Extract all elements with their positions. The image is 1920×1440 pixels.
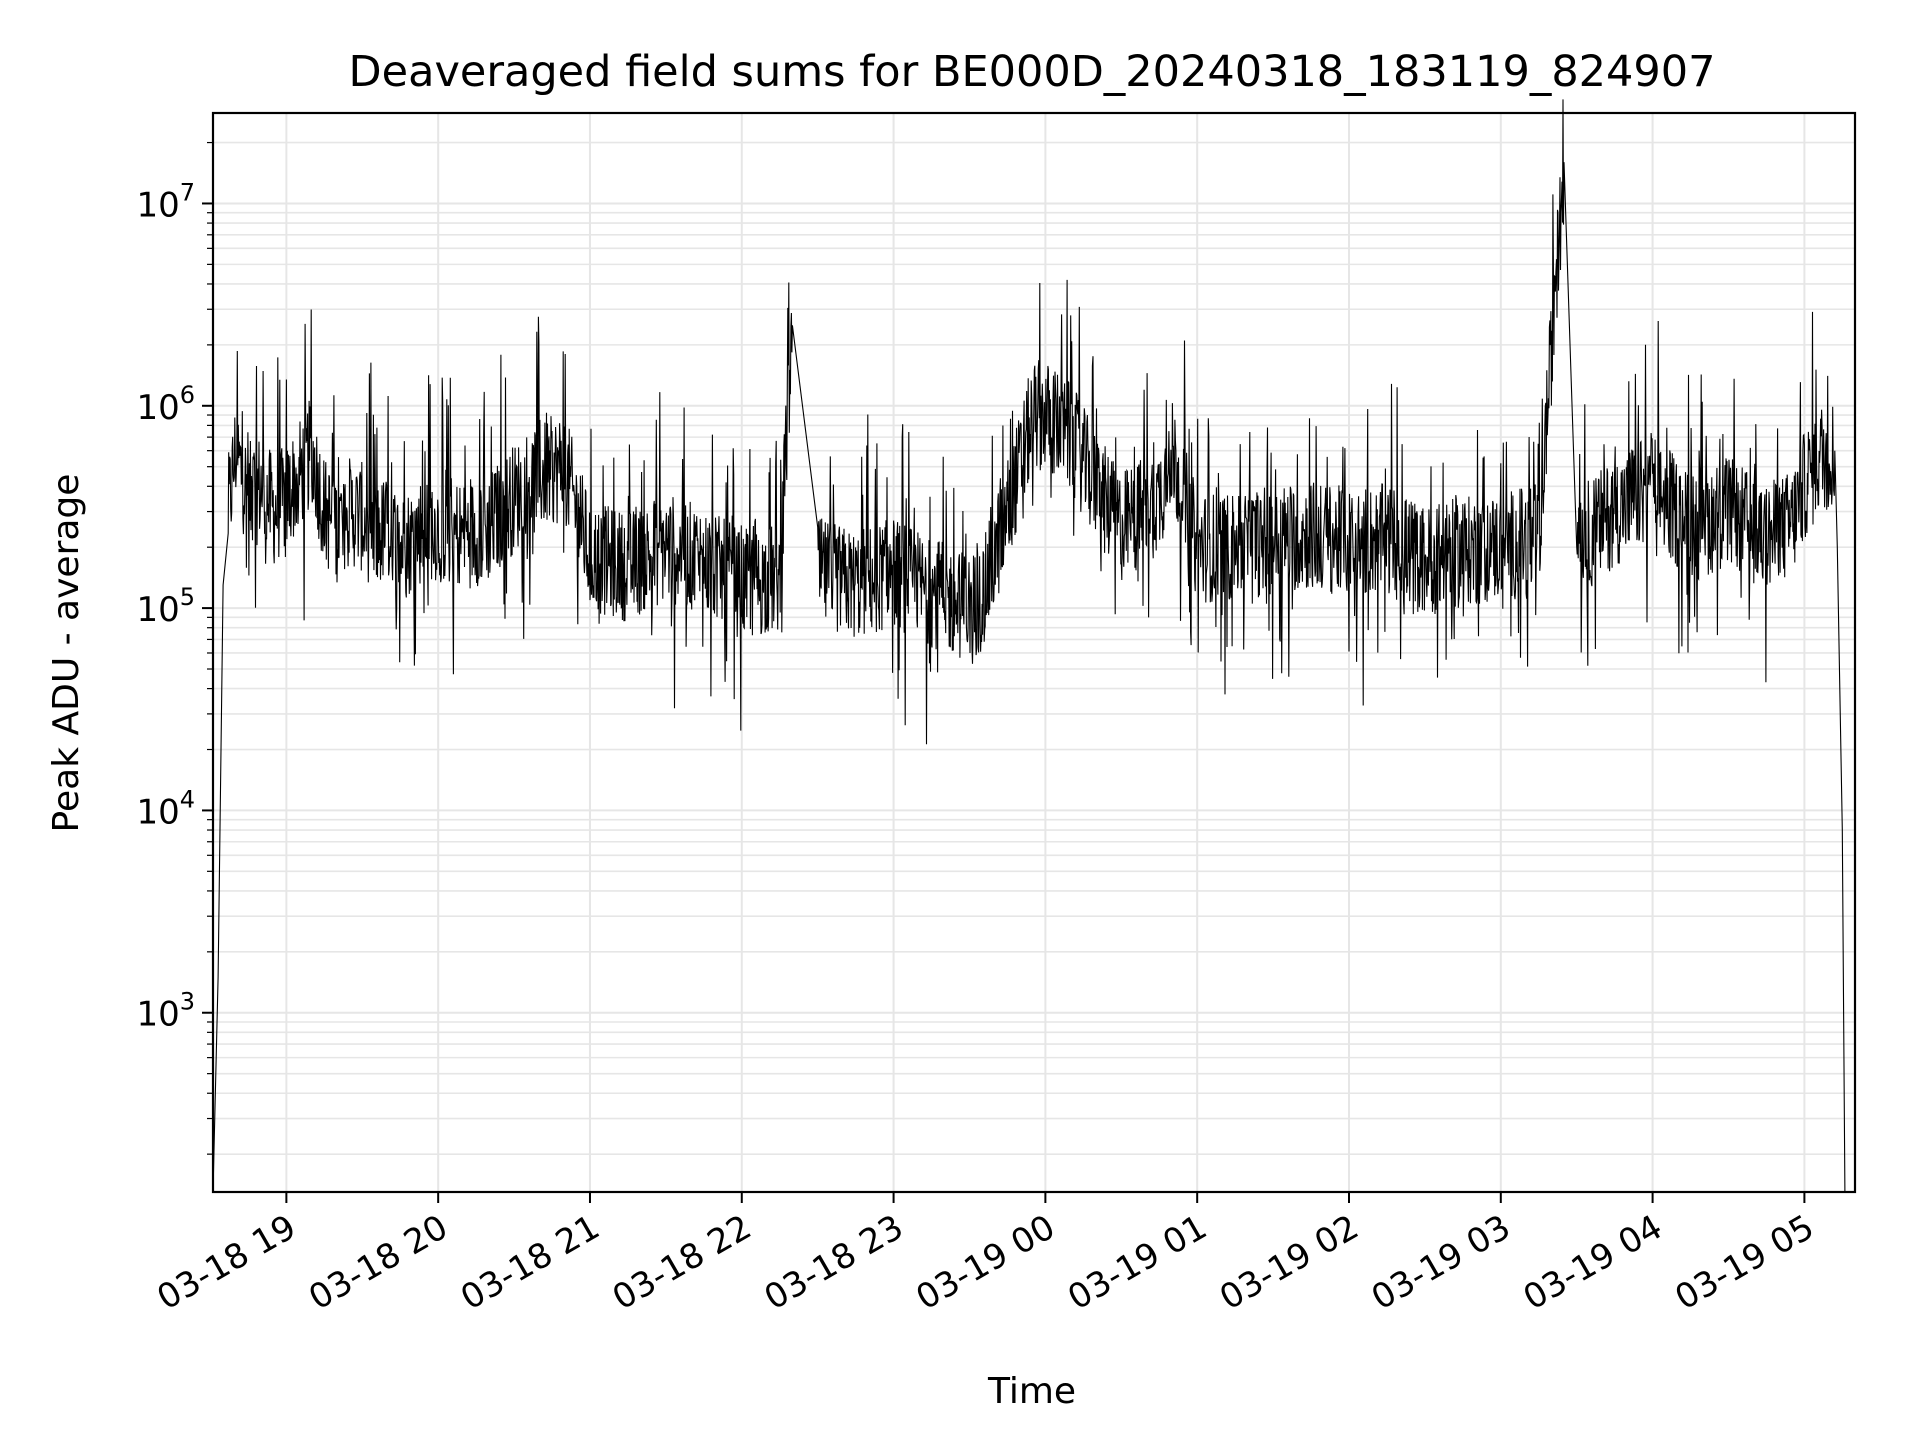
y-tick-label: 104 <box>136 785 195 832</box>
y-axis-label: Peak ADU - average <box>46 474 87 833</box>
y-tick-label: 107 <box>136 178 195 225</box>
series-line <box>212 99 1846 1193</box>
y-axis: 103 104 105 106 107 <box>136 141 213 1155</box>
y-tick-label: 105 <box>136 583 195 630</box>
x-axis-label: Time <box>987 1371 1076 1412</box>
y-tick-label: 103 <box>136 988 195 1035</box>
series-layer <box>212 99 1846 1193</box>
y-tick-label: 106 <box>136 381 195 428</box>
chart-title: Deaveraged field sums for BE000D_2024031… <box>349 47 1716 97</box>
